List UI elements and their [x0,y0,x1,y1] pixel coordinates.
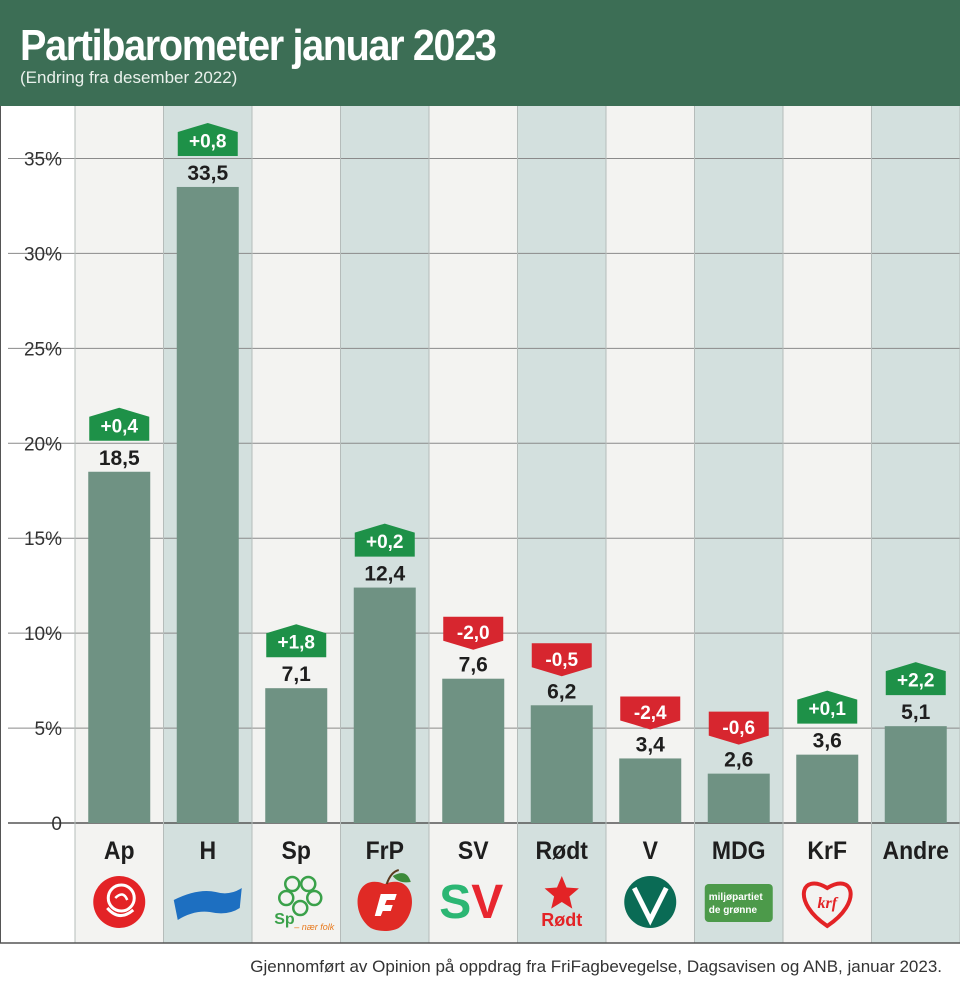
bar-ap [88,471,151,823]
category-label: H [199,837,216,865]
category-label: V [643,837,658,865]
bar-andre [884,726,947,823]
change-label: -0,5 [545,650,578,671]
category-label: MDG [712,837,766,865]
value-label: 33,5 [187,162,228,185]
value-label: 3,6 [813,730,842,753]
sv-logo-s: S [439,876,471,929]
rose-icon [93,876,146,928]
category-label: Ap [104,837,135,865]
change-badge-down: -0,5 [531,643,592,677]
mdg-badge-icon: miljøpartiet de grønne [704,884,773,922]
change-label: -2,0 [457,623,490,644]
change-badge-up: +0,4 [89,407,150,441]
badge-shape [443,616,504,650]
y-tick-label: 15% [24,529,62,550]
y-tick-label: 20% [24,434,62,455]
category-label: FrP [366,837,404,865]
badge-shape [620,696,681,730]
badge-shape [531,643,592,677]
category-label: Andre [883,837,949,865]
mdg-text-1: miljøpartiet [709,892,764,903]
change-badge-down: -0,6 [708,711,769,745]
value-label: 3,4 [636,733,666,756]
change-badge-down: -2,0 [443,616,504,650]
value-label: 2,6 [724,749,753,772]
v-circle-icon [624,876,677,928]
sp-logo-tagline: – nær folk [293,922,335,932]
change-label: -2,4 [634,703,667,724]
bar-rødt [530,705,593,823]
value-label: 12,4 [364,563,405,586]
bar-mdg [707,773,770,823]
change-label: +2,2 [897,671,935,692]
value-label: 7,1 [282,663,312,686]
badge-shape [354,523,415,557]
change-badge-up: +2,2 [885,662,946,696]
y-tick-label: 5% [35,719,63,740]
heart-icon: krf [801,881,853,929]
value-label: 5,1 [901,701,931,724]
chart-subtitle: (Endring fra desember 2022) [20,68,238,87]
bar-chart: 0 5% 10% 15% 20% 25% 30% 35% 18,5 +0,4 Ap 33,5 +0,8 H… [0,106,960,944]
change-badge-up: +0,8 [177,122,238,156]
change-label: +0,4 [100,416,138,437]
category-label: Rødt [536,837,588,865]
badge-shape [89,407,150,441]
change-badge-down: -2,4 [620,696,681,730]
y-tick-label: 0 [51,814,62,835]
y-tick-label: 30% [24,244,62,265]
blue-flag-icon [173,888,242,920]
badge-shape [885,662,946,696]
category-label: SV [458,837,489,865]
rodt-logo-text: Rødt [541,910,582,930]
value-label: 7,6 [459,654,488,677]
y-tick-label: 25% [24,339,62,360]
value-label: 6,2 [547,680,576,703]
badge-shape [266,624,327,658]
y-tick-label: 35% [24,149,62,170]
value-label: 18,5 [99,447,140,470]
bar-h [176,186,239,823]
chart-title: Partibarometer januar 2023 [20,21,497,70]
change-label: -0,6 [722,718,755,739]
krf-logo-text: krf [817,895,838,912]
mdg-text-2: de grønne [709,905,758,916]
clover-icon: Sp – nær folk [274,875,335,932]
category-label: Sp [282,837,311,865]
bar-sv [442,678,505,823]
axis-area [0,106,75,943]
change-badge-up: +0,2 [354,523,415,557]
badge-shape [177,122,238,156]
change-label: +0,2 [366,532,404,553]
bar-sp [265,688,328,823]
bar-krf [796,754,859,823]
change-label: +0,1 [808,699,846,720]
bar-v [619,758,682,823]
sv-logo-v: V [471,876,503,929]
badge-shape [708,711,769,745]
apple-icon [357,869,412,931]
badge-shape [797,690,858,724]
change-label: +0,8 [189,131,227,152]
chart-header: Partibarometer januar 2023 (Endring fra … [0,0,960,106]
bar-frp [353,587,416,823]
sp-logo-text: Sp [274,911,295,928]
change-label: +1,8 [277,633,315,654]
change-badge-up: +1,8 [266,624,327,658]
source-note: Gjennomført av Opinion på oppdrag fra Fr… [250,957,942,976]
category-label: KrF [807,837,847,865]
red-star-icon: Rødt [541,876,582,930]
change-badge-up: +0,1 [797,690,858,724]
y-tick-label: 10% [24,624,62,645]
